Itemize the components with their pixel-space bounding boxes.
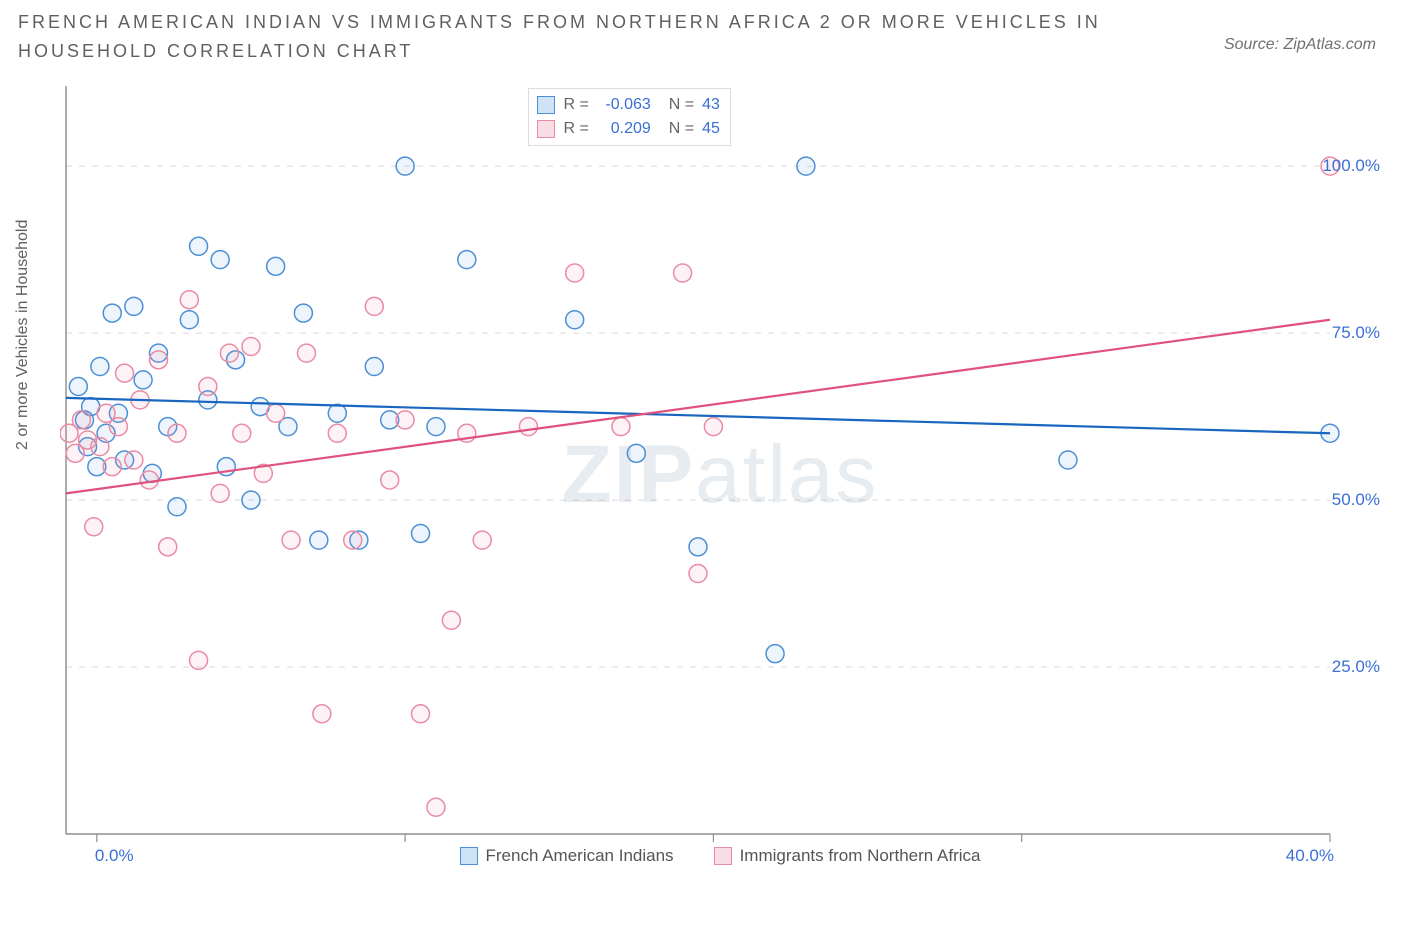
x-tick-label: 0.0% [95, 846, 134, 866]
legend-swatch [537, 96, 555, 114]
correlation-legend: R = -0.063 N = 43 R = 0.209 N = 45 [528, 88, 730, 146]
chart-container: ZIPatlas R =-0.063N =43R =0.209N =45 Fre… [60, 80, 1380, 870]
series-legend-item: Immigrants from Northern Africa [714, 846, 981, 866]
legend-row: R = 0.209 N = 45 [537, 117, 719, 141]
r-label: R = [563, 93, 588, 117]
r-value: 0.209 [597, 117, 651, 141]
y-tick-label: 75.0% [1332, 323, 1380, 343]
source-label: Source: ZipAtlas.com [1224, 36, 1376, 54]
n-label: N = [669, 93, 694, 117]
n-label: N = [669, 117, 694, 141]
y-axis-label: 2 or more Vehicles in Household [14, 220, 32, 450]
series-legend-item: French American Indians [460, 846, 674, 866]
r-label: R = [563, 117, 588, 141]
chart-title: FRENCH AMERICAN INDIAN VS IMMIGRANTS FRO… [18, 8, 1118, 66]
legend-swatch [537, 120, 555, 138]
y-tick-label: 50.0% [1332, 490, 1380, 510]
series-legend: French American Indians Immigrants from N… [60, 846, 1380, 866]
series-name: Immigrants from Northern Africa [740, 846, 981, 866]
n-value: 43 [702, 93, 720, 117]
y-tick-label: 100.0% [1322, 156, 1380, 176]
legend-row: R = -0.063 N = 43 [537, 93, 719, 117]
r-value: -0.063 [597, 93, 651, 117]
series-name: French American Indians [486, 846, 674, 866]
legend-swatch [714, 847, 732, 865]
x-tick-label: 40.0% [1286, 846, 1334, 866]
scatter-plot [60, 80, 1380, 870]
legend-swatch [460, 847, 478, 865]
n-value: 45 [702, 117, 720, 141]
y-tick-label: 25.0% [1332, 657, 1380, 677]
